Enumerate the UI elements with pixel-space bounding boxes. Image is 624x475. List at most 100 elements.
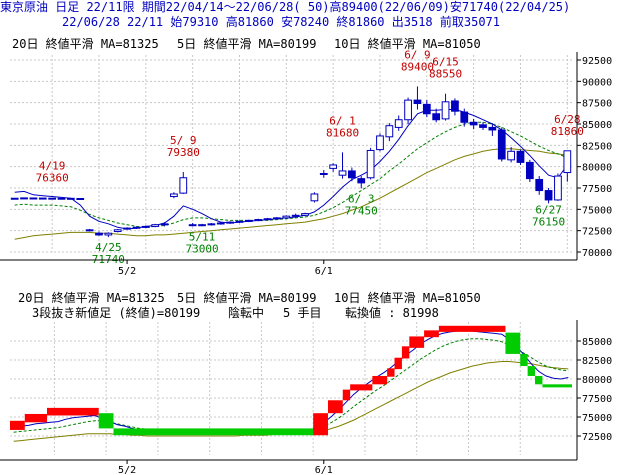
bottom-y-tick-label: 82500 <box>582 356 612 367</box>
annotation-date: 5/ 9 <box>170 134 197 147</box>
annotation-date: 6/ 9 <box>404 48 431 61</box>
candle-body <box>263 218 272 221</box>
candle-body <box>226 221 234 224</box>
top-y-tick-label: 75000 <box>582 205 612 216</box>
candle-body <box>244 219 253 222</box>
brick <box>313 413 328 436</box>
annotation-price: 81680 <box>326 126 359 139</box>
candle-body <box>123 227 131 230</box>
top-y-tick-label: 90000 <box>582 77 612 88</box>
candle-body <box>413 99 422 105</box>
candle-body <box>104 232 113 236</box>
legend-ma20: 20日 終値平滑 MA=81325 <box>12 36 159 51</box>
annotation-price: 73000 <box>185 242 218 255</box>
brick <box>527 366 536 376</box>
candle-body <box>441 101 450 120</box>
candle-body <box>132 226 141 229</box>
candle-body <box>319 172 328 175</box>
bottom-y-tick-label: 85000 <box>582 337 612 348</box>
candle-body <box>170 193 178 198</box>
status-step: 5 手目 <box>283 306 321 320</box>
brick <box>438 325 506 332</box>
bottom-legend-ma20: 20日 終値平滑 MA=81325 <box>18 290 165 305</box>
brick <box>98 413 114 429</box>
top-y-tick-label: 85000 <box>582 120 612 131</box>
candle-body <box>507 150 515 161</box>
candle-body <box>554 175 562 201</box>
candle-body <box>544 190 553 201</box>
candle-body <box>376 135 384 151</box>
candle-body <box>404 99 412 121</box>
status-label: 3段抜き新値足 (終値)=80199 <box>32 305 200 320</box>
candle-body <box>366 149 375 179</box>
candle-body <box>10 197 19 200</box>
candle-body <box>198 224 206 227</box>
bottom-bricks <box>10 325 572 436</box>
candle-body <box>113 229 122 233</box>
candle-body <box>179 177 188 194</box>
brick <box>535 375 543 385</box>
top-x-tick-label: 6/1 <box>315 266 333 277</box>
bottom-legend-ma10: 10日 終値平滑 MA=81050 <box>334 290 481 305</box>
annotation-price: 76360 <box>36 172 69 185</box>
annotation-date: 6/ 1 <box>329 114 356 127</box>
candle-body <box>432 113 441 121</box>
ma5-line <box>14 109 568 230</box>
legend-ma5: 5日 終値平滑 MA=80199 <box>177 36 316 51</box>
candle-body <box>535 178 544 192</box>
candle-body <box>273 217 281 220</box>
candle-body <box>282 215 291 219</box>
candle-body <box>20 197 28 200</box>
bottom-y-tick-label: 72500 <box>582 432 612 443</box>
bottom-y-tick-label: 75000 <box>582 413 612 424</box>
candle-body <box>563 150 572 174</box>
annotation-price: 76150 <box>532 216 565 229</box>
candle-body <box>151 224 160 227</box>
top-y-tick-label: 92500 <box>582 56 612 67</box>
three-line-break-chart[interactable]: 20日 終値平滑 MA=81325 5日 終値平滑 MA=80199 10日 終… <box>0 290 624 475</box>
top-y-tick-label: 87500 <box>582 99 612 110</box>
annotation-date: 6/15 <box>432 56 459 69</box>
brick <box>46 407 99 416</box>
bottom-y-tick-label: 77500 <box>582 394 612 405</box>
top-y-tick-label: 82500 <box>582 141 612 152</box>
bottom-ma10-line <box>13 338 569 433</box>
candle-body <box>310 193 319 202</box>
candle-body <box>254 219 263 222</box>
bottom-axes: 72500 75000 77500 80000 82500 85000 5/2 6/1 <box>0 320 612 475</box>
top-candles <box>10 86 572 238</box>
status-trend: 陰転中 <box>228 305 264 320</box>
header-line-1: 東京原油 日足 22/11限 期間22/04/14～22/06/28( 50)高… <box>0 0 624 15</box>
candle-body <box>479 124 487 128</box>
candle-body <box>67 197 75 200</box>
brick <box>372 375 388 385</box>
candle-body <box>422 103 431 115</box>
candle-body <box>451 100 459 112</box>
brick <box>342 389 351 401</box>
candle-body <box>57 197 66 200</box>
brick <box>327 400 343 414</box>
candle-body <box>160 223 169 226</box>
annotation-price: 79380 <box>167 146 200 159</box>
bottom-y-tick-label: 80000 <box>582 375 612 386</box>
candle-body <box>48 197 57 200</box>
annotation-price: 89400 <box>401 60 434 73</box>
header-line-2: 22/06/28 22/11 始79310 高81860 安78240 終818… <box>0 15 624 30</box>
brick <box>350 384 373 391</box>
candle-body <box>38 197 47 200</box>
annotation-date: 5/11 <box>189 230 216 243</box>
candle-body <box>385 125 394 138</box>
top-legend: 20日 終値平滑 MA=81325 5日 終値平滑 MA=80199 10日 終… <box>12 36 481 51</box>
brick <box>401 346 410 359</box>
top-y-tick-label: 72500 <box>582 227 612 238</box>
brick <box>409 336 425 348</box>
candle-body <box>488 126 497 131</box>
candle-body <box>329 164 338 169</box>
candle-body <box>188 224 197 227</box>
candle-body <box>516 150 525 163</box>
brick <box>424 330 439 338</box>
bottom-legend: 20日 終値平滑 MA=81325 5日 終値平滑 MA=80199 10日 終… <box>18 290 481 320</box>
annotation-date: 4/19 <box>39 160 66 173</box>
